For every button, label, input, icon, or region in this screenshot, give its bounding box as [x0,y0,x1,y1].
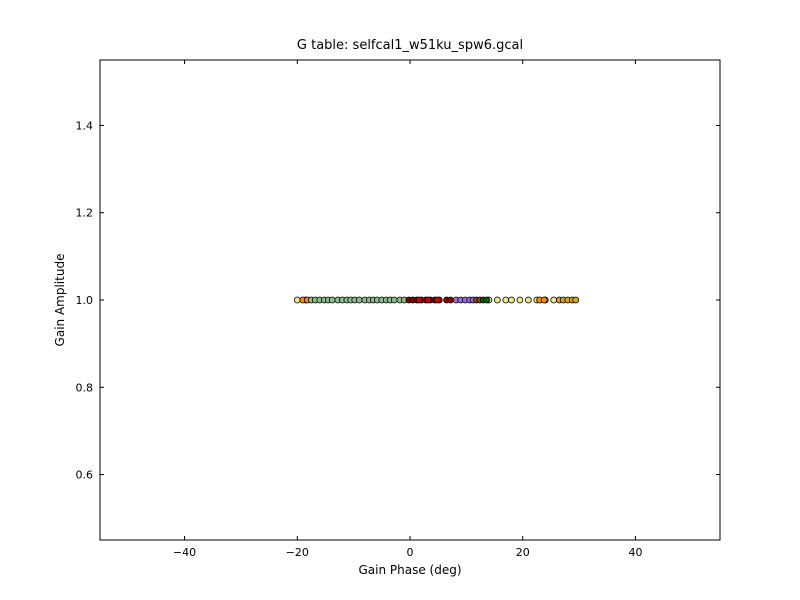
chart-title: G table: selfcal1_w51ku_spw6.gcal [297,38,523,53]
data-point [433,296,441,304]
data-points [293,296,580,304]
axis-ticks: −40 −20 0 20 40 0.6 0.8 1.0 1.2 1.4 [76,60,720,559]
x-axis-label: Gain Phase (deg) [358,563,461,577]
data-point [502,296,510,304]
y-tick-label: 1.2 [76,207,94,220]
data-point [293,296,301,304]
data-point [524,296,532,304]
y-axis-label: Gain Amplitude [53,254,67,347]
x-tick-label: −20 [286,546,309,559]
data-point [493,296,501,304]
data-point [415,296,423,304]
data-point [572,296,580,304]
x-tick-label: 40 [628,546,642,559]
y-tick-label: 0.8 [76,381,94,394]
data-point [424,296,432,304]
data-point [516,296,524,304]
data-point [390,296,398,304]
x-tick-label: 20 [516,546,530,559]
x-tick-label: 0 [407,546,414,559]
data-point [328,296,336,304]
x-tick-label: −40 [173,546,196,559]
data-point [447,296,454,304]
data-point [550,296,558,304]
data-point [483,296,491,304]
y-tick-label: 1.4 [76,119,94,132]
y-tick-label: 0.6 [76,469,94,482]
data-point [540,296,548,304]
y-tick-label: 1.0 [76,294,94,307]
data-point [508,296,515,304]
data-point [355,296,363,304]
